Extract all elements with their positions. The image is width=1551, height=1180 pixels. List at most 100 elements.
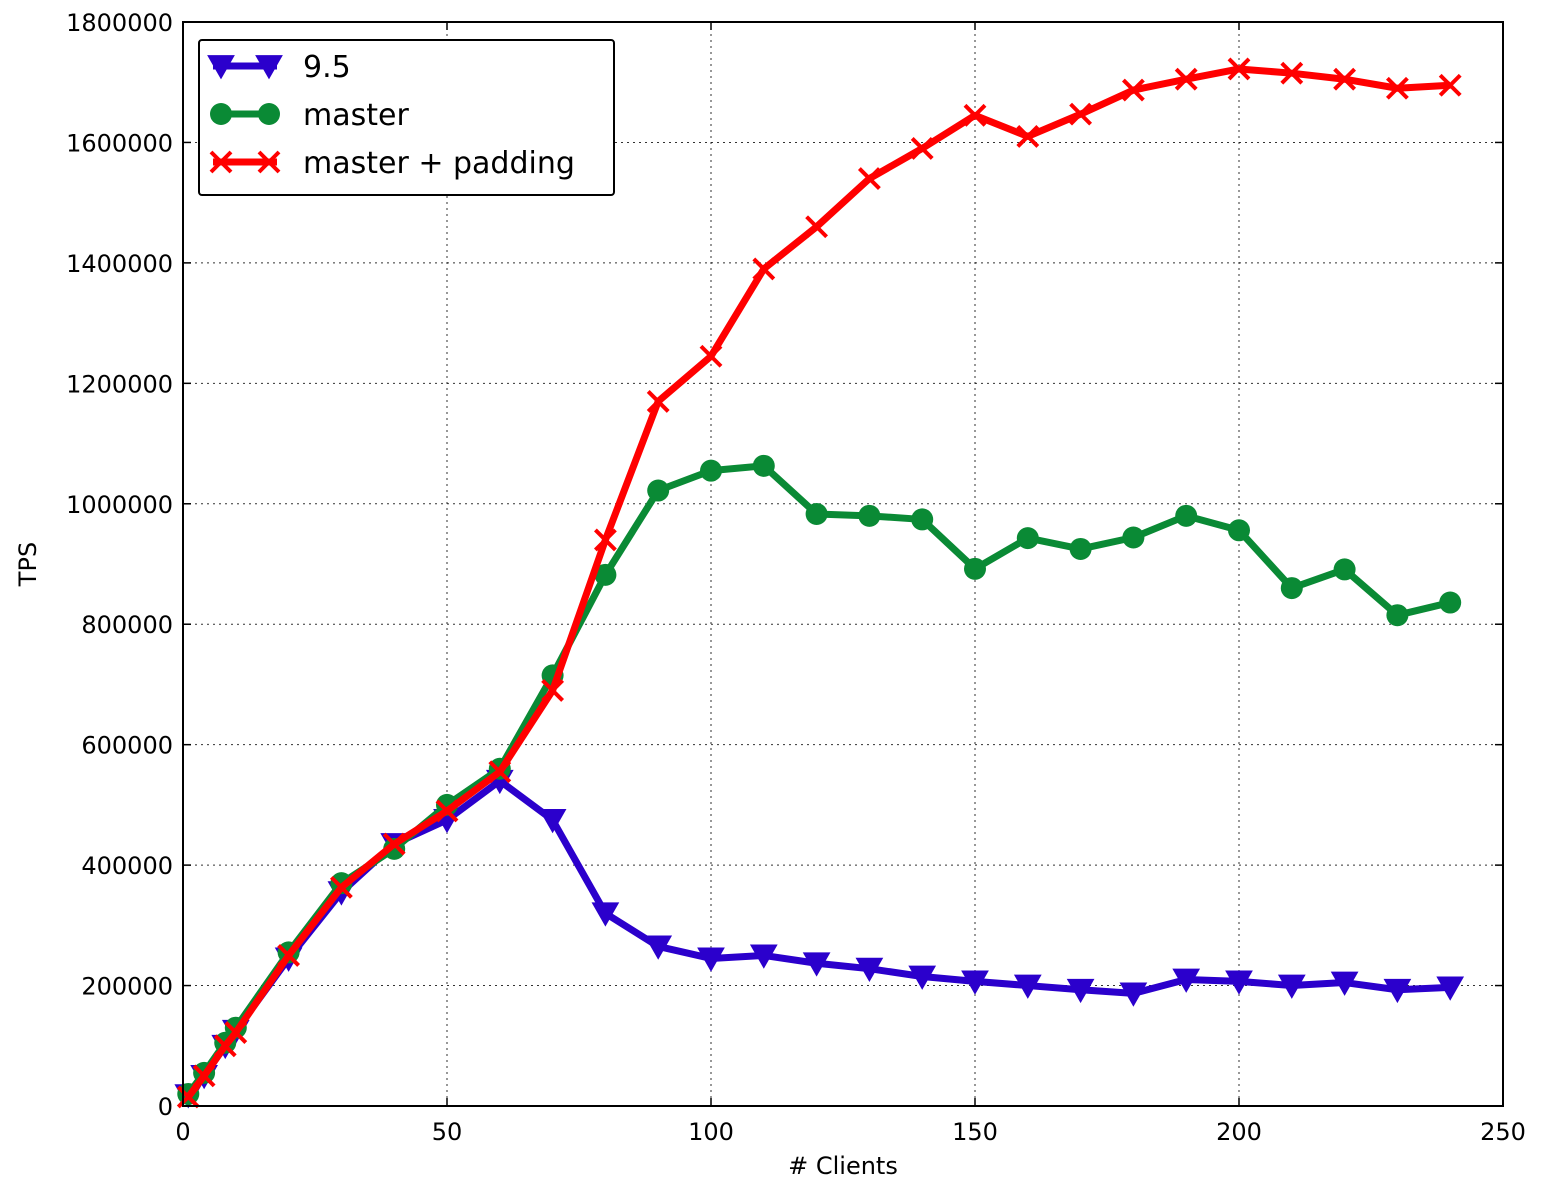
x-axis-label: # Clients xyxy=(788,1152,898,1180)
x-tick-label: 250 xyxy=(1480,1118,1526,1146)
legend-label: master + padding xyxy=(303,146,575,181)
data-point xyxy=(644,935,673,960)
data-point xyxy=(1333,558,1356,581)
data-point xyxy=(1121,78,1145,102)
data-point xyxy=(1385,76,1409,100)
data-point xyxy=(697,947,725,972)
data-point xyxy=(964,557,986,580)
y-tick-label: 800000 xyxy=(81,611,173,639)
data-point xyxy=(224,1021,248,1044)
x-tick-label: 150 xyxy=(952,1118,998,1146)
data-point xyxy=(963,103,987,127)
data-point xyxy=(749,944,778,969)
x-tick-label: 0 xyxy=(175,1118,190,1146)
data-point xyxy=(1069,537,1092,560)
data-point xyxy=(1386,604,1409,627)
legend-marker xyxy=(209,150,233,174)
data-point xyxy=(908,965,937,990)
data-point xyxy=(1439,591,1462,614)
data-point xyxy=(1122,526,1145,549)
data-point xyxy=(538,809,567,834)
data-point xyxy=(594,563,617,586)
data-series xyxy=(174,57,1465,1109)
y-tick-label: 1000000 xyxy=(66,491,173,519)
data-point xyxy=(1172,968,1201,993)
data-point xyxy=(1277,974,1306,999)
axis-ticks: 0 50 100 150 200 250 0 200000 400000 600000 800000… xyxy=(66,9,1526,1146)
data-point xyxy=(1228,519,1250,542)
data-point xyxy=(752,454,775,477)
series-line xyxy=(185,777,1451,1098)
y-tick-label: 1400000 xyxy=(66,250,173,278)
data-point xyxy=(176,1085,200,1109)
data-point xyxy=(1436,976,1465,1001)
data-point xyxy=(805,503,828,526)
series-9-5 xyxy=(174,769,1465,1109)
y-tick-label: 1800000 xyxy=(66,9,173,37)
data-point xyxy=(1280,61,1304,85)
y-tick-label: 400000 xyxy=(81,852,173,880)
data-point xyxy=(488,760,512,784)
y-tick-label: 200000 xyxy=(81,973,173,1001)
y-tick-label: 600000 xyxy=(81,732,173,760)
data-point xyxy=(541,679,565,702)
y-tick-label: 1200000 xyxy=(66,370,173,398)
data-point xyxy=(1383,978,1412,1004)
legend-marker xyxy=(207,55,235,80)
data-point xyxy=(805,215,829,239)
grid-lines xyxy=(183,22,1503,1106)
data-point xyxy=(329,875,353,899)
plot-frame xyxy=(182,21,1504,1107)
data-point xyxy=(1225,970,1253,995)
legend-marker xyxy=(258,103,280,125)
y-tick-label: 0 xyxy=(158,1093,173,1121)
data-point xyxy=(192,1064,216,1088)
series-line xyxy=(185,462,1452,1097)
data-point xyxy=(277,944,301,967)
data-point xyxy=(855,957,884,983)
data-point xyxy=(647,479,670,502)
data-point xyxy=(1438,73,1462,97)
data-point xyxy=(1174,67,1198,91)
data-point xyxy=(1016,527,1039,550)
x-tick-label: 50 xyxy=(432,1118,463,1146)
data-point xyxy=(699,344,723,368)
data-point xyxy=(382,832,406,856)
data-point xyxy=(1227,57,1251,81)
x-tick-label: 100 xyxy=(688,1118,734,1146)
data-point xyxy=(700,459,722,482)
data-point xyxy=(435,799,459,823)
data-point xyxy=(911,508,934,531)
data-point xyxy=(1069,102,1093,126)
data-point xyxy=(857,167,881,190)
data-point xyxy=(858,504,881,527)
series-master-padding xyxy=(176,57,1462,1109)
data-point xyxy=(752,257,776,281)
legend-marker xyxy=(255,55,283,80)
legend-marker xyxy=(257,150,281,174)
legend-label: 9.5 xyxy=(303,50,351,85)
data-point xyxy=(1175,504,1198,527)
data-point xyxy=(961,970,989,995)
series-master xyxy=(177,454,1462,1105)
data-point xyxy=(1013,974,1042,999)
data-point xyxy=(1333,67,1357,91)
data-point xyxy=(802,952,831,977)
y-tick-label: 1600000 xyxy=(66,129,173,157)
data-point xyxy=(1330,971,1359,996)
data-point xyxy=(593,528,617,552)
data-point xyxy=(910,137,934,160)
legend-marker xyxy=(210,103,232,125)
legend-box xyxy=(198,39,615,196)
data-point xyxy=(1066,978,1095,1004)
data-point xyxy=(1280,577,1303,600)
legend-label: master xyxy=(303,98,409,133)
y-axis-label: TPS xyxy=(14,542,42,587)
data-point xyxy=(591,902,620,927)
data-point xyxy=(646,389,670,413)
legend-item: master xyxy=(210,98,409,133)
legend: 9.5 master master + padding xyxy=(198,39,615,196)
legend-item: master + padding xyxy=(209,146,575,181)
legend-item: 9.5 xyxy=(207,50,351,85)
